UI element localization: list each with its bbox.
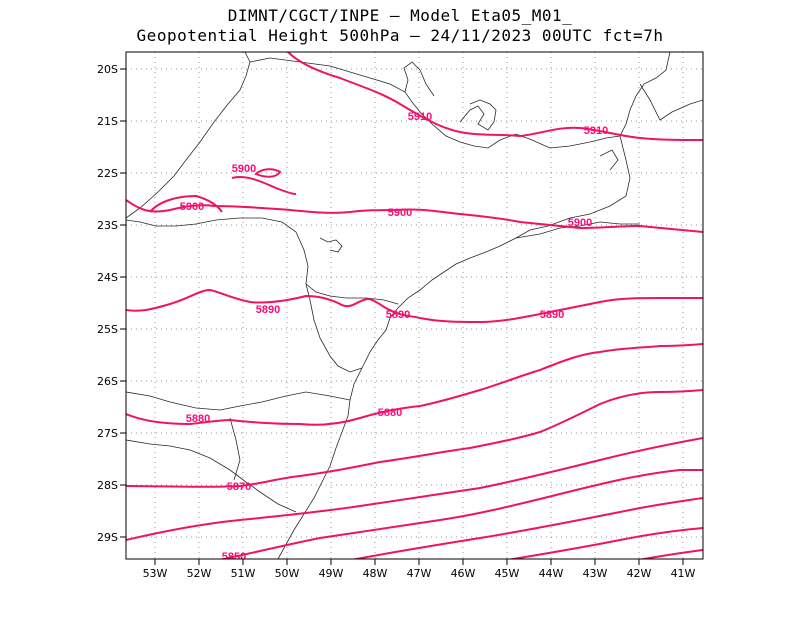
lat-label: 25S — [97, 323, 118, 336]
lat-label: 23S — [97, 219, 118, 232]
contour-5820 — [637, 549, 703, 559]
contour-label: 5890 — [540, 309, 564, 321]
contour-label: 5850 — [222, 551, 246, 563]
contour-label: 5910 — [584, 125, 608, 137]
grid-lines — [126, 52, 703, 559]
contour-label: 5890 — [256, 304, 280, 316]
contour-label: 5880 — [378, 407, 402, 419]
contour-5870 — [126, 389, 703, 488]
coastline-and-borders — [126, 52, 703, 559]
lon-label: 41W — [671, 567, 696, 580]
contour-5890 — [126, 288, 703, 324]
lat-label: 21S — [97, 115, 118, 128]
contour-lines — [126, 52, 703, 559]
map-title-line2: Geopotential Height 500hPa – 24/11/2023 … — [136, 26, 664, 45]
contour-label: 5900 — [232, 163, 256, 175]
contour-5900 — [126, 199, 703, 233]
lon-label: 44W — [539, 567, 564, 580]
lon-label: 53W — [143, 567, 168, 580]
contour-5900-island — [254, 168, 282, 178]
longitude-labels: 53W 52W 51W 50W 49W 48W 47W 46W 45W 44W … — [143, 567, 696, 580]
lon-label: 43W — [583, 567, 608, 580]
contour-labels: 5910 5910 5900 5900 5900 5900 5890 5890 … — [180, 111, 608, 563]
lon-label: 50W — [275, 567, 300, 580]
contour-label: 5880 — [186, 413, 210, 425]
lon-label: 48W — [363, 567, 388, 580]
lon-label: 51W — [231, 567, 256, 580]
contour-5840 — [350, 497, 703, 559]
contour-label: 5870 — [227, 481, 251, 493]
lat-label: 26S — [97, 375, 118, 388]
lat-label: 20S — [97, 63, 118, 76]
latitude-labels: 20S 21S 22S 23S 24S 25S 26S 27S 28S 29S — [97, 63, 118, 544]
tick-marks — [120, 68, 684, 565]
lon-label: 45W — [495, 567, 520, 580]
plot-frame — [125, 51, 704, 560]
contour-5900-wiggle-b — [231, 176, 297, 195]
lat-label: 27S — [97, 427, 118, 440]
contour-label: 5900 — [180, 201, 204, 213]
lon-label: 46W — [451, 567, 476, 580]
lat-label: 24S — [97, 271, 118, 284]
lon-label: 52W — [187, 567, 212, 580]
map-title-line1: DIMNT/CGCT/INPE – Model Eta05_M01_ — [227, 6, 573, 25]
contour-label: 5910 — [408, 111, 432, 123]
contour-5910 — [287, 52, 703, 141]
contour-5860 — [126, 437, 703, 541]
contour-5830 — [507, 527, 703, 559]
contour-5900-wiggle-a — [149, 194, 223, 213]
lat-label: 22S — [97, 167, 118, 180]
lat-label: 28S — [97, 479, 118, 492]
lon-label: 42W — [627, 567, 652, 580]
contour-label: 5900 — [568, 217, 592, 229]
lon-label: 47W — [407, 567, 432, 580]
contour-label: 5900 — [388, 207, 412, 219]
contour-5850 — [219, 469, 703, 559]
contour-label: 5890 — [386, 309, 410, 321]
lon-label: 49W — [319, 567, 344, 580]
contour-5880 — [126, 343, 703, 426]
lat-label: 29S — [97, 531, 118, 544]
